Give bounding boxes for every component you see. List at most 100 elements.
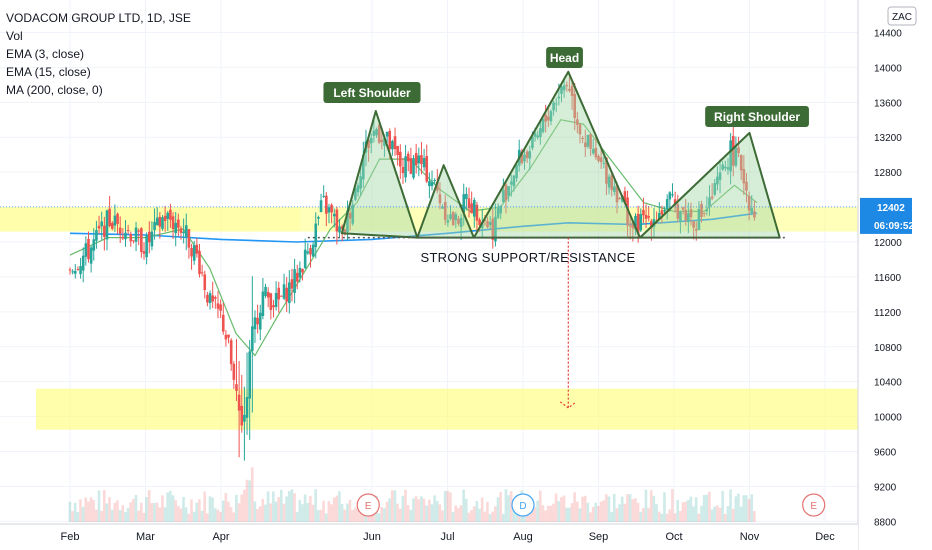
volume-bar (750, 494, 753, 522)
candle-body (673, 199, 677, 205)
event-circle (356, 493, 380, 517)
legend-study-volume[interactable]: Vol (6, 29, 23, 43)
volume-bar (388, 498, 391, 522)
volume-bar (200, 510, 204, 522)
candle-body (256, 317, 259, 325)
volume-bar (406, 505, 410, 522)
bar-countdown: 06:09:52 (874, 221, 914, 232)
time-tick-label: Mar (136, 531, 155, 543)
volume-bar (729, 489, 732, 522)
candle-body (615, 185, 619, 203)
candle-body (465, 193, 468, 200)
candle-body (325, 195, 328, 214)
volume-bar (745, 495, 748, 522)
candle-body (668, 192, 672, 200)
candle-body (367, 139, 370, 149)
volume-bar (84, 497, 88, 522)
volume-bar (240, 494, 243, 522)
volume-bar (105, 503, 109, 522)
candle-body (377, 125, 381, 143)
candle-body (166, 212, 170, 219)
volume-bar (512, 506, 516, 522)
volume-bar (290, 489, 294, 522)
currency-badge[interactable]: ZAC (887, 6, 917, 26)
volume-bar (449, 492, 452, 522)
candle-body (676, 204, 680, 219)
volume-bar (176, 505, 180, 522)
volume-bar (438, 504, 442, 522)
volume-bar (314, 489, 317, 522)
candle-body (404, 156, 407, 178)
candle-body (687, 213, 690, 223)
candle-body (731, 135, 735, 166)
volume-bar (264, 504, 267, 522)
volume-bar (163, 507, 167, 522)
candle-body (753, 211, 756, 218)
target-arrow-head (559, 401, 577, 409)
volume-bar (702, 495, 706, 522)
volume-bar (417, 499, 421, 522)
volume-bar (401, 495, 405, 522)
candle-body (362, 154, 365, 180)
candle-body (71, 271, 74, 273)
volume-bar (322, 500, 325, 522)
candle-body (124, 232, 127, 240)
volume-bar (330, 504, 333, 522)
volume-bar (734, 496, 738, 522)
candle-body (288, 282, 291, 304)
volume-bar (420, 496, 423, 522)
event-marker-0[interactable]: E (356, 493, 380, 517)
candle-body (628, 225, 632, 227)
price-tick-label: 9600 (874, 448, 897, 459)
volume-bar (568, 507, 571, 522)
right-shoulder-label: Right Shoulder (705, 106, 809, 127)
candle-body (369, 137, 373, 144)
volume-bar (393, 490, 397, 522)
candle-body (480, 221, 484, 229)
legend-title[interactable]: VODACOM GROUP LTD, 1D, JSE (6, 11, 191, 25)
candle-body (568, 88, 571, 91)
volume-bar (708, 491, 711, 522)
support-zone-left (0, 207, 300, 232)
volume-bar (636, 502, 640, 522)
volume-bar (198, 499, 201, 522)
volume-bar (229, 507, 233, 522)
event-marker-1[interactable]: D (511, 493, 535, 517)
volume-bar (753, 511, 756, 522)
candle-body (89, 247, 93, 264)
volume-bar (187, 513, 191, 522)
candle-body (607, 176, 611, 188)
candle-body (713, 182, 717, 195)
candle-body (451, 212, 455, 226)
candle-body (541, 118, 545, 132)
legend-study-ema15[interactable]: EMA (15, close) (6, 65, 91, 79)
legend-study-ema3[interactable]: EMA (3, close) (6, 47, 85, 61)
candle-body (232, 363, 236, 380)
candle-body (729, 140, 732, 172)
candle-body (504, 184, 508, 201)
legend-study-ma200[interactable]: MA (200, close, 0) (6, 83, 103, 97)
volume-bar (253, 501, 257, 522)
volume-bar (488, 513, 492, 522)
event-marker-2[interactable]: E (802, 493, 826, 517)
candle-body (425, 155, 429, 182)
candle-body (422, 158, 426, 168)
price-tick-label: 10000 (874, 413, 902, 424)
pattern-triangle-0 (340, 110, 419, 239)
candle-body (433, 180, 436, 182)
time-tick-label: Nov (740, 531, 760, 543)
candle-body (380, 139, 384, 143)
candle-body (110, 222, 114, 229)
price-axis-bg (858, 0, 932, 550)
volume-bar (287, 491, 291, 522)
volume-bar (491, 511, 494, 522)
volume-bar (95, 509, 98, 522)
support-resistance-label: STRONG SUPPORT/RESISTANCE (420, 250, 635, 265)
volume-bar (575, 501, 579, 522)
candle-body (636, 213, 640, 235)
volume-bar (219, 511, 222, 522)
volume-bar (665, 513, 669, 522)
candle-body (533, 133, 537, 137)
